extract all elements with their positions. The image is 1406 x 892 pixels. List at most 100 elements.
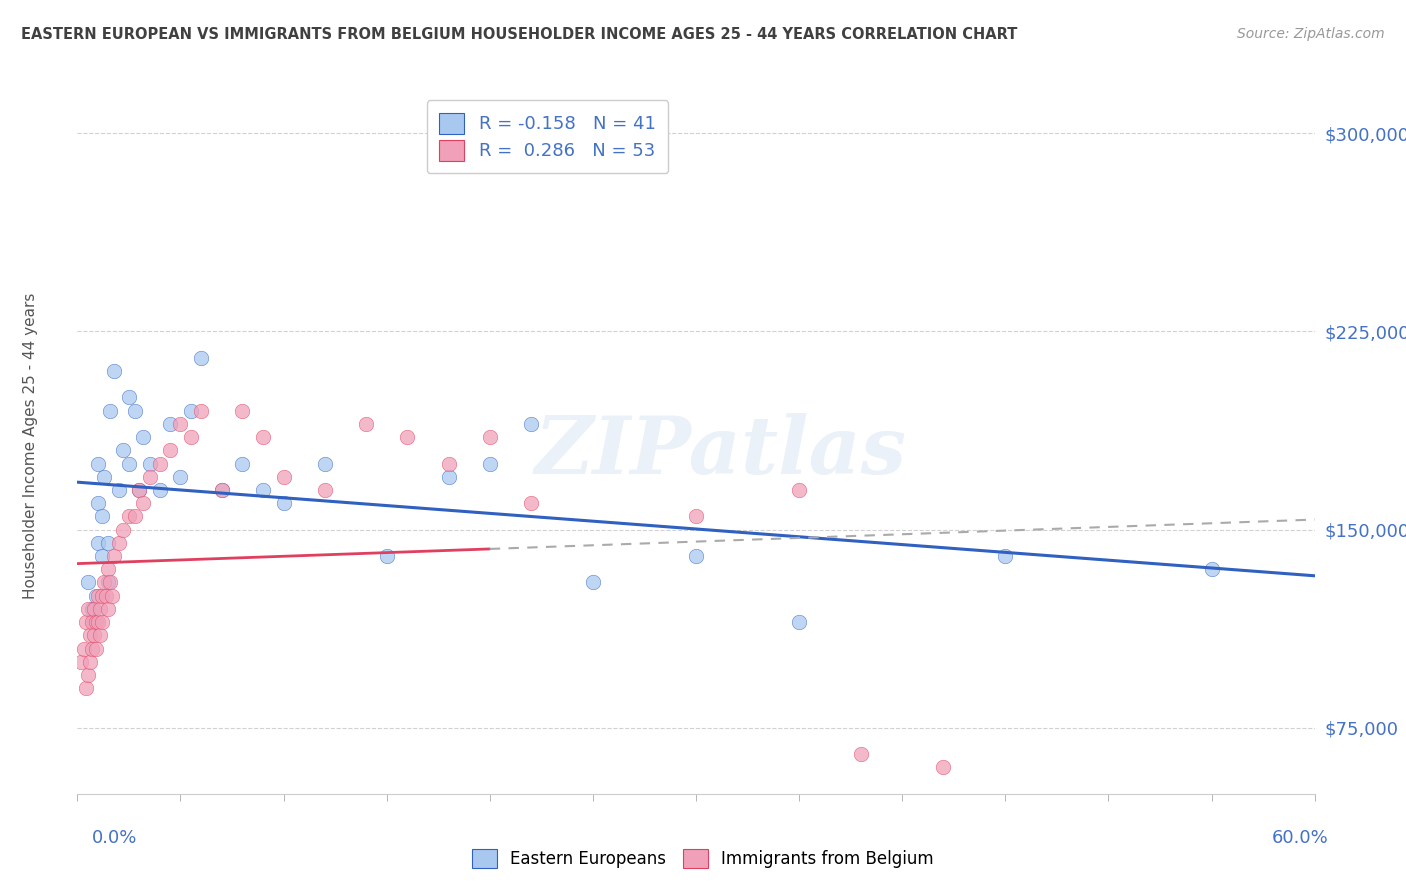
Point [138,469,160,483]
Point [149,457,172,471]
Text: 0.0%: 0.0% [91,829,136,847]
Point [103,549,125,563]
Point [685,509,707,524]
Text: ZIPatlas: ZIPatlas [534,413,907,490]
Text: Source: ZipAtlas.com: Source: ZipAtlas.com [1237,27,1385,41]
Point [79,655,101,669]
Point [169,417,191,431]
Point [97,536,120,550]
Point [87,589,110,603]
Point [118,391,141,405]
Point [520,496,543,510]
Point [231,403,253,417]
Point [138,457,160,471]
Point [1201,562,1223,576]
Point [96,589,118,603]
Point [89,602,111,616]
Point [80,641,103,656]
Point [83,615,105,629]
Point [159,417,181,431]
Text: EASTERN EUROPEAN VS IMMIGRANTS FROM BELGIUM HOUSEHOLDER INCOME AGES 25 - 44 YEAR: EASTERN EUROPEAN VS IMMIGRANTS FROM BELG… [21,27,1018,42]
Point [190,403,212,417]
Point [685,549,707,563]
Point [211,483,233,497]
Point [118,509,141,524]
Point [314,483,336,497]
Point [582,575,605,590]
Point [91,509,114,524]
Legend: R = -0.158   N = 41, R =  0.286   N = 53: R = -0.158 N = 41, R = 0.286 N = 53 [426,100,668,173]
Point [98,575,121,590]
Point [83,602,105,616]
Point [84,615,107,629]
Point [87,615,110,629]
Point [79,628,101,642]
Point [89,628,111,642]
Point [87,536,110,550]
Point [169,469,191,483]
Point [478,430,501,444]
Point [84,641,107,656]
Point [252,430,274,444]
Point [111,443,134,458]
Point [354,417,377,431]
Point [994,549,1017,563]
Point [84,589,107,603]
Point [91,589,114,603]
Point [932,760,955,774]
Text: 60.0%: 60.0% [1272,829,1329,847]
Point [190,351,212,365]
Point [118,457,141,471]
Point [437,469,460,483]
Point [72,641,94,656]
Point [91,549,114,563]
Point [396,430,419,444]
Point [273,469,295,483]
Point [314,457,336,471]
Point [107,536,129,550]
Point [93,575,115,590]
Point [132,430,155,444]
Point [107,483,129,497]
Point [76,575,98,590]
Point [76,602,98,616]
Point [849,747,872,762]
Point [98,403,121,417]
Point [87,457,110,471]
Point [76,668,98,682]
Point [128,483,150,497]
Legend: Eastern Europeans, Immigrants from Belgium: Eastern Europeans, Immigrants from Belgi… [465,842,941,875]
Point [132,496,155,510]
Point [75,681,97,695]
Point [180,430,202,444]
Point [252,483,274,497]
Point [97,602,120,616]
Point [787,483,810,497]
Point [93,469,115,483]
Point [124,509,146,524]
Point [103,364,125,378]
Point [80,602,103,616]
Point [375,549,398,563]
Point [211,483,233,497]
Text: Householder Income Ages 25 - 44 years: Householder Income Ages 25 - 44 years [24,293,38,599]
Point [101,589,124,603]
Point [97,575,120,590]
Point [91,615,114,629]
Point [520,417,543,431]
Point [75,615,97,629]
Point [437,457,460,471]
Point [124,403,146,417]
Point [787,615,810,629]
Point [70,655,93,669]
Point [159,443,181,458]
Point [273,496,295,510]
Point [231,457,253,471]
Point [87,496,110,510]
Point [111,523,134,537]
Point [478,457,501,471]
Point [149,483,172,497]
Point [80,615,103,629]
Point [97,562,120,576]
Point [128,483,150,497]
